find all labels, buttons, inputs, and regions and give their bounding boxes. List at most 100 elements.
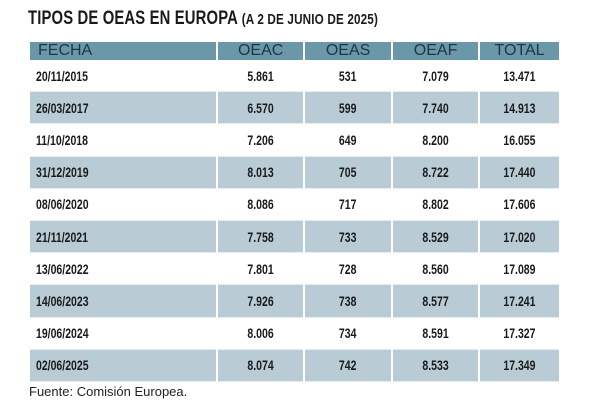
table-cell: 8.074: [218, 349, 304, 382]
cell-value: 8.722: [422, 164, 449, 181]
table-row: 13/06/2022 7.801 728 8.560 17.089: [30, 253, 559, 286]
cell-value: 738: [339, 292, 357, 309]
cell-value: 08/06/2020: [36, 196, 89, 213]
cell-value: 8.086: [247, 196, 274, 213]
cell-value: 16.055: [503, 131, 536, 148]
cell-value: 599: [339, 99, 357, 116]
cell-value: 17.241: [503, 292, 536, 309]
cell-value: 7.740: [422, 99, 449, 116]
column-header: FECHA: [30, 42, 217, 60]
cell-value: 734: [339, 325, 357, 342]
table-row: 02/06/2025 8.074 742 8.533 17.349: [30, 349, 559, 382]
cell-value: 19/06/2024: [36, 325, 89, 342]
table-row: 26/03/2017 6.570 599 7.740 14.913: [30, 92, 559, 125]
table-cell: 13/06/2022: [30, 253, 217, 286]
table-cell: 6.570: [218, 92, 304, 125]
cell-value: 02/06/2025: [36, 357, 89, 374]
table-cell: 7.926: [218, 285, 304, 318]
table-cell: 02/06/2025: [30, 349, 217, 382]
table-cell: 14/06/2023: [30, 285, 217, 318]
table-cell: 599: [305, 92, 392, 125]
cell-value: 705: [339, 164, 357, 181]
cell-value: 26/03/2017: [36, 99, 89, 116]
oeas-table: FECHA OEAC OEAS OEAF TOTAL 20/11/2015 5.861 53…: [28, 42, 561, 382]
table-cell: 8.006: [218, 318, 304, 350]
cell-value: 17.020: [503, 228, 536, 245]
cell-value: 13.471: [503, 67, 536, 84]
cell-value: 7.926: [247, 292, 274, 309]
title-main: TIPOS DE OEAS EN EUROPA: [28, 8, 238, 29]
table-cell: 7.758: [218, 220, 304, 254]
cell-value: 733: [339, 228, 357, 245]
cell-value: 8.560: [422, 260, 449, 277]
table-cell: 17.440: [480, 156, 559, 189]
cell-value: 5.861: [247, 67, 274, 84]
table-cell: 742: [305, 349, 392, 382]
cell-value: 17.606: [503, 196, 536, 213]
table-cell: 717: [305, 189, 392, 221]
table-cell: 728: [305, 253, 392, 286]
table-cell: 21/11/2021: [30, 220, 217, 254]
table-cell: 8.200: [393, 124, 479, 157]
column-header: OEAS: [305, 42, 392, 60]
cell-value: 17.089: [503, 260, 536, 277]
table-cell: 17.349: [480, 349, 559, 382]
table-cell: 8.722: [393, 156, 479, 189]
cell-value: 31/12/2019: [36, 164, 89, 181]
table-cell: 738: [305, 285, 392, 318]
cell-value: 17.327: [503, 325, 536, 342]
table-cell: 26/03/2017: [30, 92, 217, 125]
table-cell: 31/12/2019: [30, 156, 217, 189]
table-cell: 8.560: [393, 253, 479, 286]
table-cell: 649: [305, 124, 392, 157]
cell-value: 8.074: [247, 357, 274, 374]
table-cell: 7.801: [218, 253, 304, 286]
cell-value: 17.440: [503, 164, 536, 181]
table-cell: 531: [305, 60, 392, 93]
cell-value: 7.758: [247, 228, 274, 245]
column-header: TOTAL: [480, 42, 559, 60]
cell-value: 20/11/2015: [36, 67, 88, 84]
cell-value: 6.570: [247, 99, 274, 116]
table-row: 20/11/2015 5.861 531 7.079 13.471: [30, 60, 559, 93]
column-header: OEAC: [218, 42, 304, 60]
header-row: FECHA OEAC OEAS OEAF TOTAL: [30, 42, 559, 60]
cell-value: 8.802: [422, 196, 449, 213]
table-cell: 20/11/2015: [30, 60, 217, 93]
table-row: 19/06/2024 8.006 734 8.591 17.327: [30, 318, 559, 350]
source-note: Fuente: Comisión Europea.: [29, 384, 188, 399]
table-cell: 11/10/2018: [30, 124, 217, 157]
cell-value: 717: [339, 196, 357, 213]
table-cell: 17.089: [480, 253, 559, 286]
table-cell: 08/06/2020: [30, 189, 217, 221]
table-cell: 8.013: [218, 156, 304, 189]
table-cell: 5.861: [218, 60, 304, 93]
cell-value: 728: [339, 260, 357, 277]
table-cell: 8.577: [393, 285, 479, 318]
table-cell: 14.913: [480, 92, 559, 125]
table-cell: 734: [305, 318, 392, 350]
table-cell: 17.241: [480, 285, 559, 318]
cell-value: 8.577: [422, 292, 449, 309]
cell-value: 14.913: [503, 99, 536, 116]
table-cell: 16.055: [480, 124, 559, 157]
table-cell: 8.086: [218, 189, 304, 221]
table-cell: 8.529: [393, 220, 479, 254]
table-cell: 17.606: [480, 189, 559, 221]
table-row: 21/11/2021 7.758 733 8.529 17.020: [30, 220, 559, 254]
cell-value: 7.079: [422, 67, 449, 84]
table-cell: 7.740: [393, 92, 479, 125]
table-title: TIPOS DE OEAS EN EUROPA (A 2 DE JUNIO DE…: [28, 8, 378, 30]
table-row: 08/06/2020 8.086 717 8.802 17.606: [30, 189, 559, 221]
cell-value: 8.006: [247, 325, 274, 342]
cell-value: 17.349: [503, 357, 536, 374]
title-subtitle: (A 2 DE JUNIO DE 2025): [241, 11, 379, 28]
table-cell: 8.591: [393, 318, 479, 350]
cell-value: 7.206: [247, 131, 274, 148]
cell-value: 13/06/2022: [36, 260, 89, 277]
table-cell: 7.079: [393, 60, 479, 93]
cell-value: 649: [339, 131, 357, 148]
table-cell: 13.471: [480, 60, 559, 93]
cell-value: 7.801: [247, 260, 274, 277]
cell-value: 8.200: [422, 131, 449, 148]
